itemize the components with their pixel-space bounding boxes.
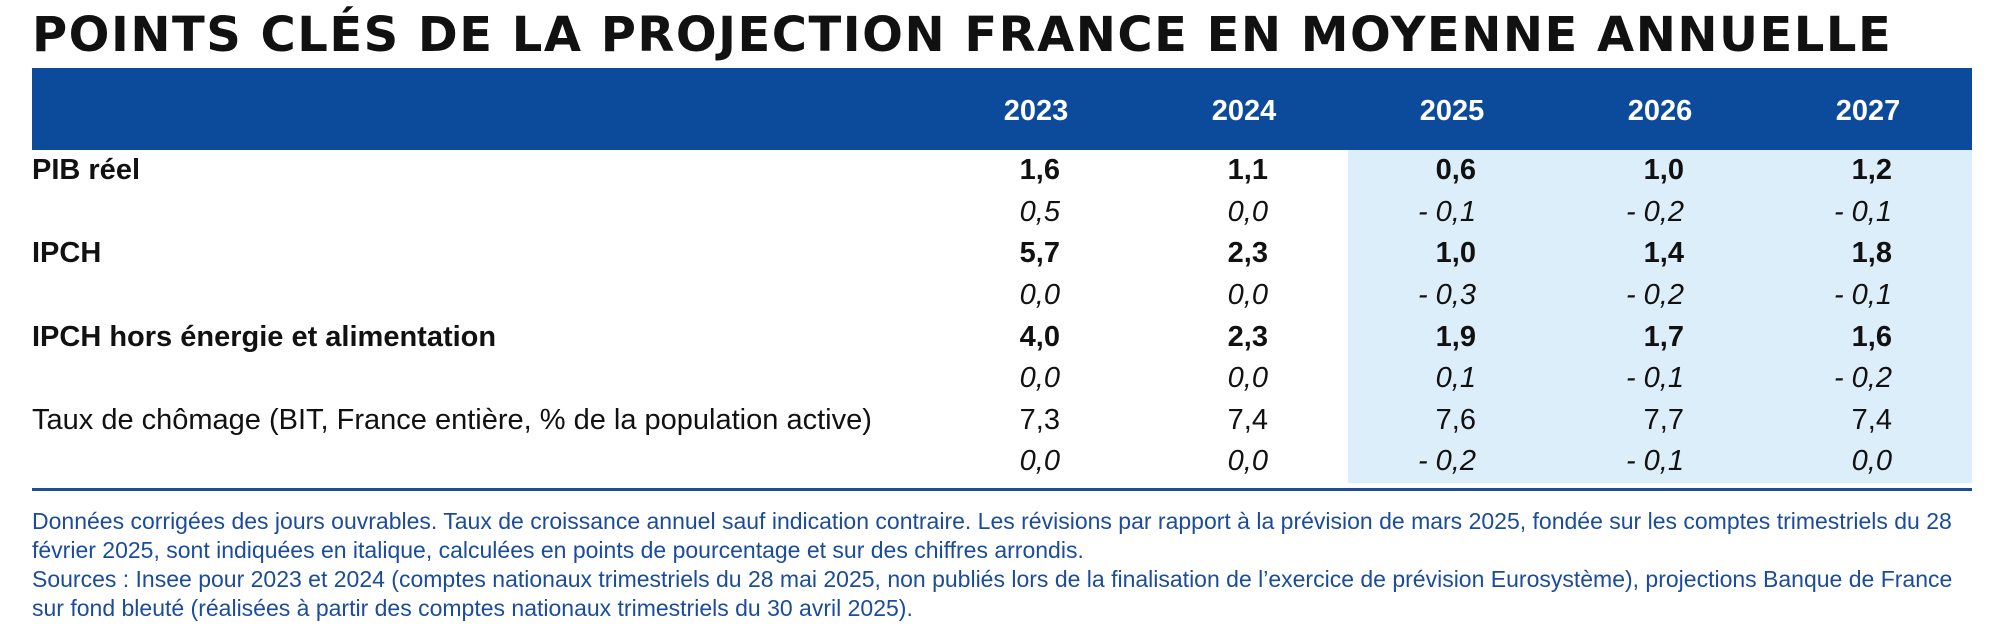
value-cell: 2,3 <box>1227 320 1268 353</box>
value-cell: 7,4 <box>1227 403 1268 436</box>
value-cell: 5,7 <box>1019 237 1060 270</box>
value-cell: 4,0 <box>1019 320 1060 353</box>
projection-value-cell: 7,7 <box>1556 399 1764 442</box>
footnote-sources: Sources : Insee pour 2023 et 2024 (compt… <box>32 566 1953 621</box>
projection-revision-cell: 0,0 <box>1764 441 1972 483</box>
value-cell: 1,1 <box>1227 154 1268 187</box>
value-cell: 1,6 <box>1019 154 1060 187</box>
table-row-ipch-core: IPCH hors énergie et alimentation 4,0 2,… <box>32 316 1972 358</box>
row-label: PIB réel <box>32 154 140 187</box>
table-row-pib-reel: PIB réel 1,6 1,1 0,6 1,0 1,2 <box>32 150 1972 192</box>
footnotes: Données corrigées des jours ouvrables. T… <box>32 507 1972 623</box>
projection-revision-cell: 0,1 <box>1348 357 1556 400</box>
year-header-2025: 2025 <box>1419 94 1485 127</box>
row-label: IPCH <box>32 237 102 270</box>
table-row-unemployment: Taux de chômage (BIT, France entière, % … <box>32 399 1972 442</box>
revision-cell: 0,0 <box>1227 195 1268 228</box>
projection-revision-cell: - 0,1 <box>1348 191 1556 234</box>
revision-cell: 0,0 <box>1227 279 1268 312</box>
projection-value-cell: 1,4 <box>1556 233 1764 275</box>
revision-cell: 0,0 <box>1019 362 1060 395</box>
table-header-row: 2023 2024 2025 2026 2027 <box>32 68 1972 150</box>
projection-value-cell: 1,8 <box>1764 233 1972 275</box>
projection-table-container: 2023 2024 2025 2026 2027 PIB réel 1,6 1,… <box>32 68 1972 483</box>
projection-revision-cell: - 0,2 <box>1556 274 1764 317</box>
projection-table: 2023 2024 2025 2026 2027 PIB réel 1,6 1,… <box>32 68 1972 483</box>
projection-value-cell: 0,6 <box>1348 150 1556 192</box>
revision-cell: 0,0 <box>1227 445 1268 478</box>
projection-value-cell: 7,6 <box>1348 399 1556 442</box>
projection-revision-cell: - 0,1 <box>1556 441 1764 483</box>
projection-revision-cell: - 0,1 <box>1556 357 1764 400</box>
revision-cell: 0,5 <box>1019 195 1060 228</box>
projection-value-cell: 1,9 <box>1348 316 1556 358</box>
year-header-2023: 2023 <box>1003 94 1069 127</box>
projection-revision-cell: - 0,2 <box>1348 441 1556 483</box>
table-row-ipch-revision: 0,0 0,0 - 0,3 - 0,2 - 0,1 <box>32 274 1972 317</box>
projection-value-cell: 1,7 <box>1556 316 1764 358</box>
table-bottom-rule <box>32 488 1972 491</box>
row-label: IPCH hors énergie et alimentation <box>32 320 497 353</box>
page-title: POINTS CLÉS DE LA PROJECTION FRANCE EN M… <box>32 7 1893 63</box>
row-label-empty <box>32 441 932 483</box>
year-header-2027: 2027 <box>1835 94 1901 127</box>
table-row-ipch: IPCH 5,7 2,3 1,0 1,4 1,8 <box>32 233 1972 275</box>
projection-revision-cell: - 0,2 <box>1764 357 1972 400</box>
year-header-2026: 2026 <box>1627 94 1693 127</box>
row-label-empty <box>32 275 932 317</box>
projection-revision-cell: - 0,1 <box>1764 191 1972 234</box>
revision-cell: 0,0 <box>1019 445 1060 478</box>
projection-value-cell: 1,2 <box>1764 150 1972 192</box>
footnote-methodology: Données corrigées des jours ouvrables. T… <box>32 508 1952 563</box>
year-header-2024: 2024 <box>1211 94 1277 127</box>
row-label-empty <box>32 192 932 234</box>
table-row-ipch-core-revision: 0,0 0,0 0,1 - 0,1 - 0,2 <box>32 357 1972 400</box>
row-label-empty <box>32 358 932 400</box>
projection-value-cell: 1,6 <box>1764 316 1972 358</box>
projection-revision-cell: - 0,1 <box>1764 274 1972 317</box>
projection-value-cell: 7,4 <box>1764 399 1972 442</box>
projection-revision-cell: - 0,3 <box>1348 274 1556 317</box>
header-label-cell <box>32 68 932 150</box>
value-cell: 2,3 <box>1227 237 1268 270</box>
projection-value-cell: 1,0 <box>1556 150 1764 192</box>
revision-cell: 0,0 <box>1227 362 1268 395</box>
table-row-unemployment-revision: 0,0 0,0 - 0,2 - 0,1 0,0 <box>32 441 1972 483</box>
value-cell: 7,3 <box>1019 403 1060 436</box>
revision-cell: 0,0 <box>1019 279 1060 312</box>
table-row-pib-reel-revision: 0,5 0,0 - 0,1 - 0,2 - 0,1 <box>32 191 1972 234</box>
projection-value-cell: 1,0 <box>1348 233 1556 275</box>
row-label: Taux de chômage (BIT, France entière, % … <box>32 403 872 436</box>
projection-revision-cell: - 0,2 <box>1556 191 1764 234</box>
